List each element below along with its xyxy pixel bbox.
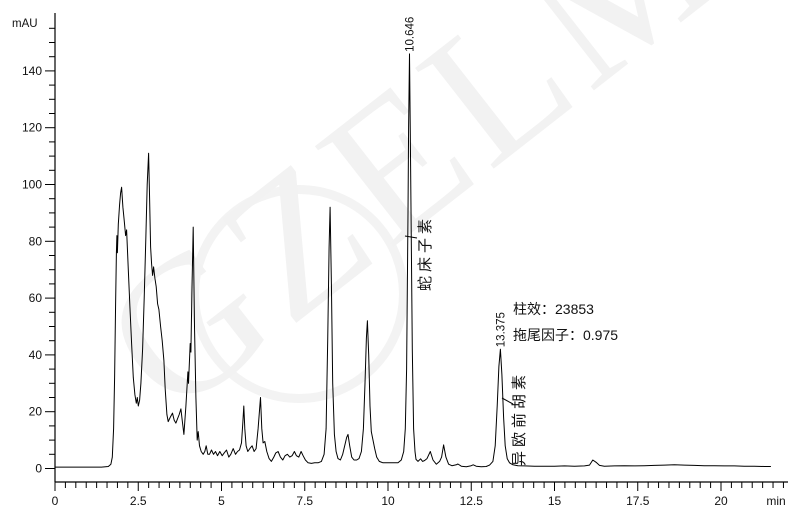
stat-text: 柱效：23853 (513, 301, 594, 317)
compound-annotation: 蛇床子素 (417, 215, 434, 291)
x-tick-label: 0 (52, 494, 59, 508)
x-tick-label: 17.5 (626, 494, 650, 508)
y-tick-label: 80 (29, 234, 43, 248)
x-tick-label: 7.5 (296, 494, 313, 508)
y-tick-label: 100 (22, 178, 42, 192)
y-tick-label: 60 (29, 291, 43, 305)
peak-rt-label: 10.646 (405, 17, 417, 52)
x-axis-unit-label: min (766, 494, 785, 508)
annotation-pointer-line (501, 397, 514, 405)
y-tick-label: 40 (29, 348, 43, 362)
peak-rt-label: 13.375 (495, 312, 507, 347)
y-tick-label: 140 (22, 64, 42, 78)
stat-text: 拖尾因子：0.975 (513, 327, 618, 343)
compound-annotation: 异欧前胡素 (511, 371, 528, 466)
y-tick-label: 20 (29, 405, 43, 419)
x-tick-label: 15 (548, 494, 562, 508)
annotation-pointer-line (404, 235, 418, 239)
x-tick-label: 10 (381, 494, 395, 508)
x-tick-label: 2.5 (130, 494, 147, 508)
y-tick-label: 120 (22, 121, 42, 135)
trace-path (55, 53, 771, 468)
y-axis-unit-label: mAU (12, 18, 38, 30)
y-tick-label: 0 (35, 462, 42, 476)
x-tick-label: 5 (218, 494, 225, 508)
x-tick-label: 20 (714, 494, 728, 508)
x-tick-label: 12.5 (460, 494, 484, 508)
